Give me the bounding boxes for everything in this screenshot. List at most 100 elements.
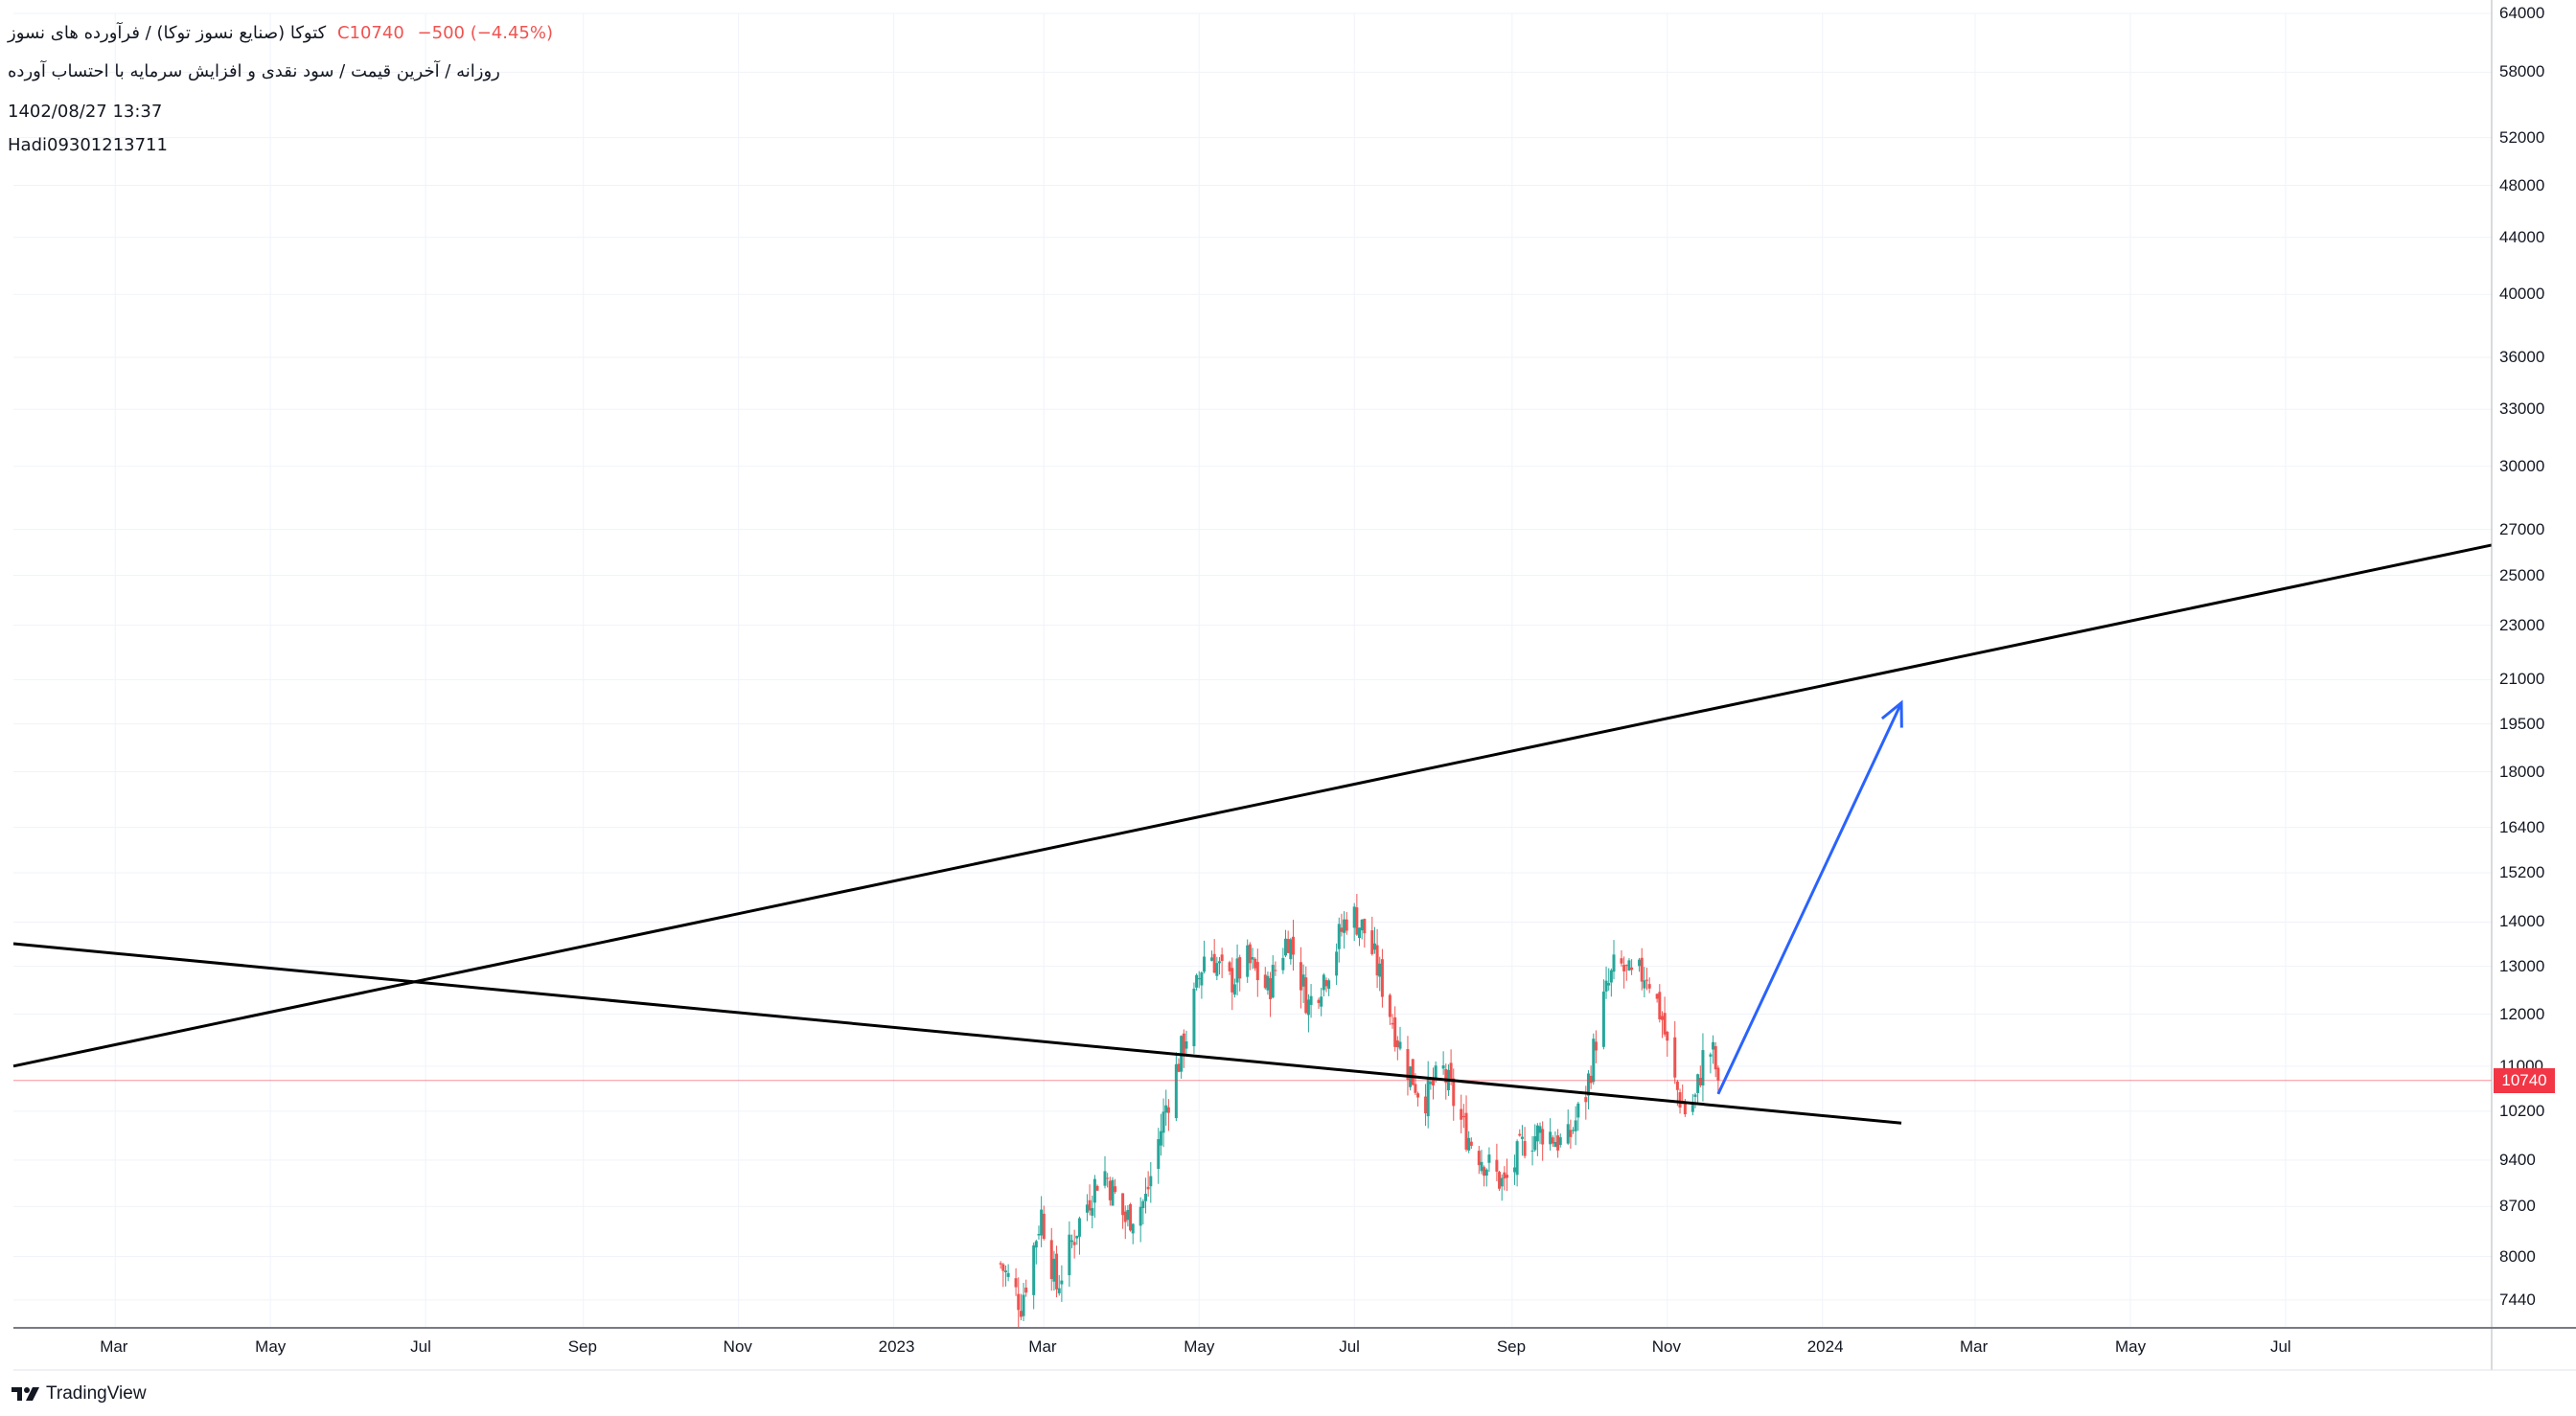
candle-body xyxy=(1317,999,1321,1003)
candle-body xyxy=(1192,988,1196,1047)
candle-body xyxy=(1085,1204,1089,1213)
candle-body xyxy=(1072,1242,1076,1245)
candle-body xyxy=(1095,1185,1099,1191)
candle-body xyxy=(1129,1204,1133,1231)
candle-body xyxy=(1345,919,1348,931)
candle-body xyxy=(1647,984,1651,989)
x-tick-label: May xyxy=(2114,1337,2147,1356)
x-tick-label: Jul xyxy=(2269,1337,2291,1356)
candle-body xyxy=(1549,1131,1552,1145)
chart-date: 1402/08/27 13:37 xyxy=(8,102,163,122)
candle-body xyxy=(1141,1200,1145,1208)
candle-body xyxy=(1306,999,1310,1016)
candle-body xyxy=(1393,1016,1397,1047)
candle-body xyxy=(1645,979,1649,981)
candle-body xyxy=(1197,978,1201,980)
x-tick-label: May xyxy=(1184,1337,1215,1356)
candle-body xyxy=(1683,1103,1687,1115)
candle-body xyxy=(1500,1177,1504,1187)
candle-body xyxy=(1146,1186,1150,1190)
candle-body xyxy=(1535,1125,1539,1142)
candle-body xyxy=(1092,1178,1096,1203)
candle-body xyxy=(1200,972,1204,986)
candle-body xyxy=(1584,1097,1588,1103)
candle-body xyxy=(1070,1240,1073,1243)
candle-body xyxy=(1467,1137,1471,1151)
candle-body xyxy=(1640,957,1644,982)
chart-author: Hadi09301213711 xyxy=(8,135,168,155)
y-tick-label: 36000 xyxy=(2499,348,2545,367)
candle-body xyxy=(1210,957,1214,961)
tradingview-logo-icon xyxy=(12,1385,40,1403)
candle-body xyxy=(1378,963,1382,977)
candle-body xyxy=(1291,936,1295,955)
y-tick-label: 14000 xyxy=(2499,912,2545,931)
y-tick-label: 8700 xyxy=(2499,1197,2536,1216)
candle-body xyxy=(1138,1206,1142,1226)
candle-body xyxy=(1284,938,1288,956)
candle-body xyxy=(1182,1033,1185,1055)
candle-body xyxy=(1498,1172,1502,1189)
candle-body xyxy=(1655,993,1659,999)
candle-body xyxy=(1131,1223,1135,1234)
y-tick-label: 33000 xyxy=(2499,400,2545,419)
candle-body xyxy=(1040,1209,1044,1236)
candle-body xyxy=(1111,1179,1115,1206)
candle-body xyxy=(1248,944,1252,964)
candle-body xyxy=(1660,1016,1664,1020)
candle-body xyxy=(1530,1150,1534,1152)
candle-body xyxy=(1709,1054,1713,1057)
candle-body xyxy=(1620,958,1623,964)
candle-body xyxy=(1304,977,1308,1014)
candle-body xyxy=(1077,1218,1081,1237)
candle-body xyxy=(1414,1084,1417,1093)
candle-body xyxy=(1434,1065,1438,1080)
candle-body xyxy=(1551,1137,1554,1144)
candle-body xyxy=(1355,907,1359,935)
candle-body xyxy=(1675,1082,1679,1090)
last-price-label: C10740 xyxy=(336,23,404,43)
candle-body xyxy=(1049,1240,1053,1279)
x-tick-label: Sep xyxy=(1496,1337,1527,1356)
candle-body xyxy=(1157,1138,1161,1169)
candle-body xyxy=(1143,1194,1147,1201)
y-tick-label: 23000 xyxy=(2499,615,2545,634)
candle-body xyxy=(1429,1082,1433,1085)
candle-body xyxy=(1503,1172,1506,1179)
x-tick-label: Jul xyxy=(410,1337,431,1356)
candle-body xyxy=(1609,970,1613,983)
candle-body xyxy=(1477,1151,1481,1166)
candle-body xyxy=(1017,1293,1021,1311)
candle-body xyxy=(1460,1108,1463,1120)
candle-body xyxy=(1432,1078,1436,1085)
candle-body xyxy=(1520,1136,1524,1139)
candle-body xyxy=(1274,970,1277,971)
candle-body xyxy=(1678,1092,1682,1108)
candle-body xyxy=(1658,992,1662,1019)
candle-body xyxy=(1558,1137,1562,1146)
y-tick-label: 21000 xyxy=(2499,670,2545,689)
candle-body xyxy=(1162,1111,1165,1133)
candle-body xyxy=(1088,1199,1092,1211)
candle-body xyxy=(1673,1037,1677,1078)
candle-body xyxy=(1269,978,1273,999)
candle-body xyxy=(1001,1264,1005,1271)
candle-body xyxy=(1121,1193,1125,1216)
candle-body xyxy=(1320,996,1323,1007)
candle-body xyxy=(1630,967,1634,971)
x-tick-label: Mar xyxy=(1960,1337,1989,1356)
candle-body xyxy=(1123,1211,1127,1222)
candle-body xyxy=(1003,1270,1007,1273)
candle-body xyxy=(1464,1112,1468,1150)
drawings-layer xyxy=(12,543,2493,1125)
candle-body xyxy=(1576,1103,1580,1118)
candle-body xyxy=(1395,1039,1399,1047)
y-tick-label: 40000 xyxy=(2499,285,2545,304)
tradingview-branding[interactable]: TradingView xyxy=(12,1383,147,1405)
projection-arrow-line xyxy=(1716,701,1903,1095)
candle-body xyxy=(1391,1022,1394,1025)
candle-body xyxy=(1254,958,1257,969)
candle-body xyxy=(1693,1094,1697,1097)
candle-body xyxy=(1612,954,1616,972)
